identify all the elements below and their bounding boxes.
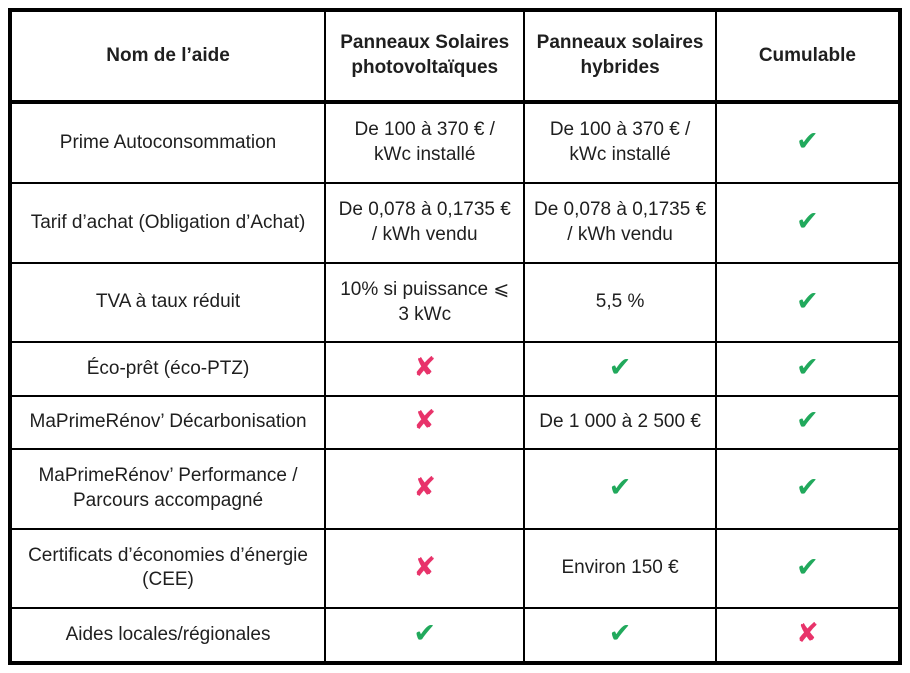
header-hybrid-panels: Panneaux solaires hybrides — [523, 9, 717, 104]
aid-name-cell: Certificats d’économies d’énergie (CEE) — [8, 527, 327, 610]
cumulable-cell: ✘ — [714, 607, 902, 664]
check-icon: ✔ — [608, 618, 632, 649]
photovoltaic-value-cell: ✔ — [324, 607, 526, 664]
hybrid-value-cell: ✔ — [523, 607, 717, 664]
table-row: MaPrimeRénov’ Performance / Parcours acc… — [8, 447, 902, 530]
table-row: Éco-prêt (éco-PTZ) ✘ ✔ ✔ — [8, 341, 902, 397]
photovoltaic-value-cell: 10% si puissance ⩽ 3 kWc — [324, 261, 526, 344]
table-row: MaPrimeRénov’ Décarbonisation ✘ De 1 000 à… — [8, 394, 902, 450]
cross-icon: ✘ — [413, 551, 437, 582]
table-row: Aides locales/régionales ✔ ✔ ✘ — [8, 607, 902, 664]
cumulable-cell: ✔ — [714, 447, 902, 530]
hybrid-value-cell: ✔ — [523, 341, 717, 397]
cumulable-cell: ✔ — [714, 394, 902, 450]
check-icon: ✔ — [413, 618, 437, 649]
aid-name-cell: MaPrimeRénov’ Décarbonisation — [8, 394, 327, 450]
hybrid-value-cell: 5,5 % — [523, 261, 717, 344]
photovoltaic-value-cell: ✘ — [324, 394, 526, 450]
check-icon: ✔ — [796, 206, 819, 237]
aid-name-cell: Tarif d’achat (Obligation d’Achat) — [8, 182, 327, 264]
aid-name-cell: TVA à taux réduit — [8, 261, 327, 344]
photovoltaic-value-cell: ✘ — [324, 527, 526, 610]
check-icon: ✔ — [796, 471, 819, 502]
hybrid-value-cell: De 100 à 370 € / kWc installé — [523, 100, 717, 185]
check-icon: ✔ — [608, 471, 632, 502]
cumulable-cell: ✔ — [714, 261, 902, 344]
header-aid-name: Nom de l’aide — [8, 9, 327, 104]
check-icon: ✔ — [796, 285, 819, 316]
cross-icon: ✘ — [413, 352, 437, 383]
cross-icon: ✘ — [796, 618, 819, 649]
cumulable-cell: ✔ — [714, 100, 902, 185]
cross-icon: ✘ — [413, 471, 437, 502]
check-icon: ✔ — [796, 551, 819, 582]
solar-aid-comparison-table: Nom de l’aide Panneaux Solaires photovol… — [8, 8, 902, 665]
table-header-row: Nom de l’aide Panneaux Solaires photovol… — [8, 9, 902, 104]
table-row: Certificats d’économies d’énergie (CEE) ✘… — [8, 527, 902, 610]
table-row: Prime Autoconsommation De 100 à 370 € / k… — [8, 100, 902, 185]
cumulable-cell: ✔ — [714, 527, 902, 610]
table-row: Tarif d’achat (Obligation d’Achat) De 0,0… — [8, 182, 902, 264]
aid-name-cell: Éco-prêt (éco-PTZ) — [8, 341, 327, 397]
aid-name-cell: MaPrimeRénov’ Performance / Parcours acc… — [8, 447, 327, 530]
photovoltaic-value-cell: De 0,078 à 0,1735 € / kWh vendu — [324, 182, 526, 264]
photovoltaic-value-cell: ✘ — [324, 447, 526, 530]
check-icon: ✔ — [796, 126, 819, 157]
cumulable-cell: ✔ — [714, 341, 902, 397]
check-icon: ✔ — [608, 352, 632, 383]
hybrid-value-cell: De 0,078 à 0,1735 € / kWh vendu — [523, 182, 717, 264]
check-icon: ✔ — [796, 352, 819, 383]
table-row: TVA à taux réduit 10% si puissance ⩽ 3 kW… — [8, 261, 902, 344]
hybrid-value-cell: Environ 150 € — [523, 527, 717, 610]
photovoltaic-value-cell: De 100 à 370 € / kWc installé — [324, 100, 526, 185]
header-photovoltaic-panels: Panneaux Solaires photovoltaïques — [324, 9, 526, 104]
cumulable-cell: ✔ — [714, 182, 902, 264]
aid-name-cell: Aides locales/régionales — [8, 607, 327, 664]
aid-name-cell: Prime Autoconsommation — [8, 100, 327, 185]
photovoltaic-value-cell: ✘ — [324, 341, 526, 397]
cross-icon: ✘ — [413, 405, 437, 436]
hybrid-value-cell: ✔ — [523, 447, 717, 530]
table-body: Prime Autoconsommation De 100 à 370 € / k… — [8, 100, 902, 664]
header-cumulable: Cumulable — [714, 9, 902, 104]
check-icon: ✔ — [796, 405, 819, 436]
hybrid-value-cell: De 1 000 à 2 500 € — [523, 394, 717, 450]
